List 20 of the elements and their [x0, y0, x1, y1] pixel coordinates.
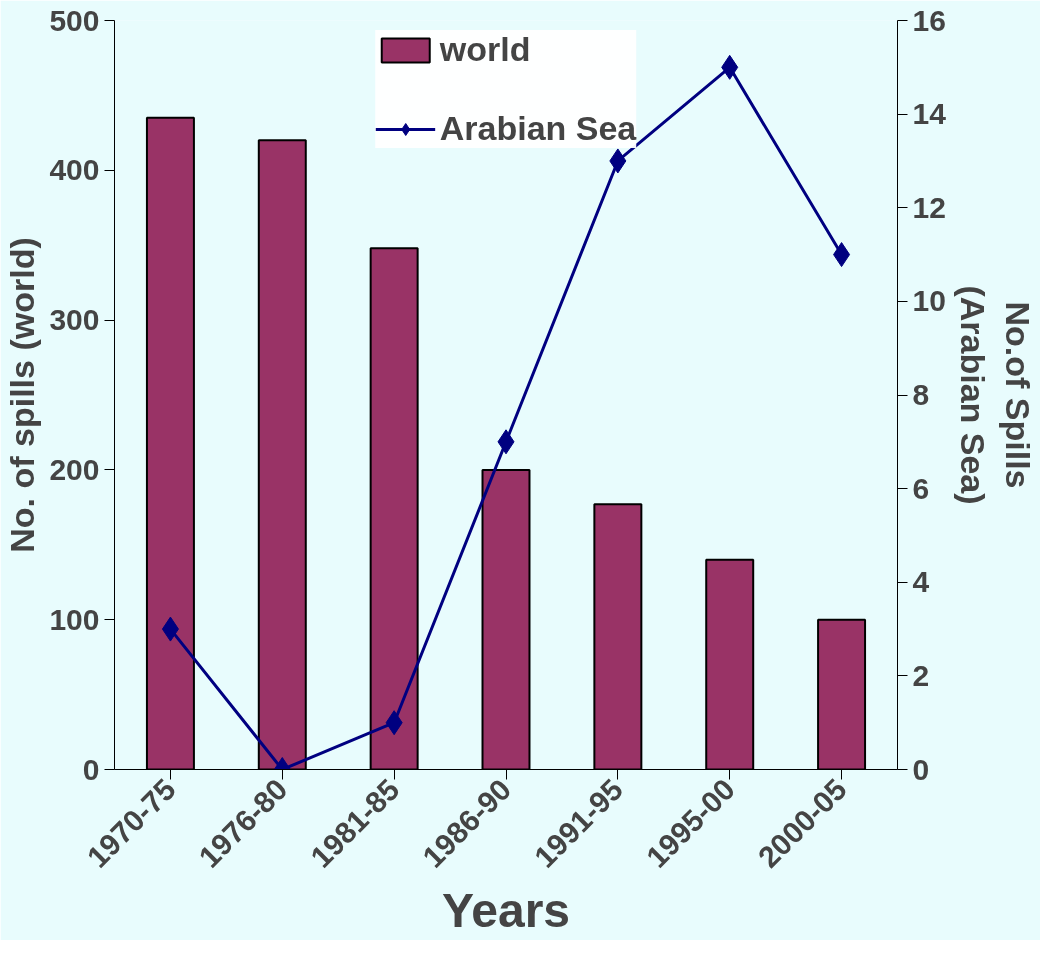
legend-label: Arabian Sea	[439, 109, 637, 148]
y2-axis-title: No.of Spills (Arabian Sea)	[953, 285, 1038, 505]
y-tick-label: 400	[49, 153, 100, 187]
y-tick-label: 100	[49, 602, 100, 636]
y2-tick-label: 0	[912, 752, 930, 786]
y-tick-label: 0	[82, 752, 100, 786]
y2-tick-label: 2	[912, 658, 930, 692]
y-axis-title: No. of spills (world)	[3, 237, 42, 553]
y2-tick-label: 14	[912, 97, 947, 131]
y-tick-label: 500	[49, 3, 100, 37]
y2-tick-label: 8	[912, 378, 930, 411]
y2-tick-label: 10	[912, 284, 946, 318]
y-tick-label: 200	[49, 452, 100, 486]
y2-tick-label: 16	[912, 3, 946, 37]
x-axis-title: Years	[441, 884, 571, 938]
legend-label: world	[439, 30, 531, 69]
y2-tick-label: 6	[912, 471, 930, 505]
y2-tick-label: 12	[912, 190, 946, 224]
y2-tick-label: 4	[912, 565, 930, 599]
y-tick-label: 300	[49, 303, 100, 337]
